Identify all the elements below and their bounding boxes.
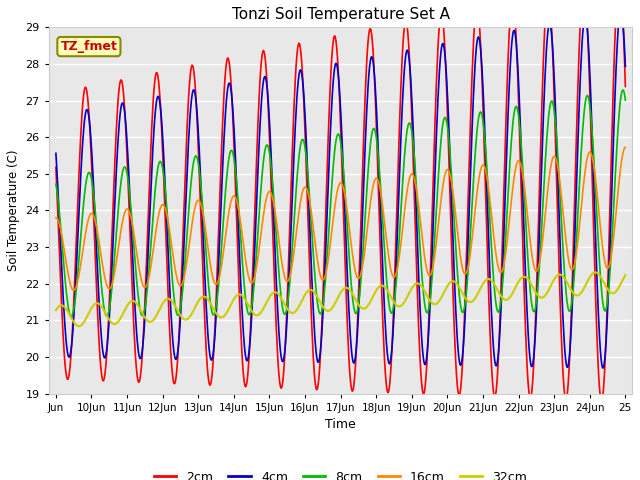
8cm xyxy=(67,313,75,319)
4cm xyxy=(383,343,390,348)
32cm xyxy=(415,281,423,287)
X-axis label: Time: Time xyxy=(325,418,356,431)
16cm xyxy=(52,215,60,221)
8cm xyxy=(621,97,629,103)
8cm xyxy=(484,193,492,199)
4cm xyxy=(617,8,625,14)
Line: 8cm: 8cm xyxy=(56,90,625,316)
Line: 32cm: 32cm xyxy=(56,272,625,326)
4cm xyxy=(621,63,629,69)
Line: 2cm: 2cm xyxy=(56,0,625,401)
4cm xyxy=(87,135,95,141)
2cm xyxy=(484,264,492,270)
2cm xyxy=(383,384,390,390)
2cm xyxy=(397,68,405,73)
8cm xyxy=(399,185,406,191)
16cm xyxy=(88,211,95,216)
8cm xyxy=(88,176,95,182)
32cm xyxy=(621,272,629,278)
4cm xyxy=(52,150,60,156)
2cm xyxy=(52,164,60,170)
32cm xyxy=(88,305,95,311)
2cm xyxy=(598,398,605,404)
16cm xyxy=(621,144,629,150)
8cm xyxy=(620,87,627,93)
32cm xyxy=(383,288,391,293)
2cm xyxy=(543,0,550,6)
32cm xyxy=(543,290,551,296)
32cm xyxy=(75,324,83,329)
Line: 16cm: 16cm xyxy=(56,147,625,290)
16cm xyxy=(70,288,77,293)
4cm xyxy=(543,50,550,56)
8cm xyxy=(383,286,391,291)
8cm xyxy=(52,181,60,187)
8cm xyxy=(415,234,423,240)
2cm xyxy=(87,145,95,151)
4cm xyxy=(397,119,405,125)
Text: TZ_fmet: TZ_fmet xyxy=(60,40,117,53)
2cm xyxy=(621,84,629,89)
Title: Tonzi Soil Temperature Set A: Tonzi Soil Temperature Set A xyxy=(232,7,450,22)
32cm xyxy=(591,269,599,275)
16cm xyxy=(383,243,391,249)
8cm xyxy=(543,133,551,139)
16cm xyxy=(399,228,406,234)
16cm xyxy=(543,194,551,200)
4cm xyxy=(415,273,422,279)
32cm xyxy=(52,307,60,313)
2cm xyxy=(415,325,422,331)
4cm xyxy=(484,214,492,219)
16cm xyxy=(484,185,492,191)
32cm xyxy=(399,302,406,308)
4cm xyxy=(600,365,607,371)
Line: 4cm: 4cm xyxy=(56,11,625,368)
16cm xyxy=(415,210,423,216)
Y-axis label: Soil Temperature (C): Soil Temperature (C) xyxy=(7,150,20,271)
Legend: 2cm, 4cm, 8cm, 16cm, 32cm: 2cm, 4cm, 8cm, 16cm, 32cm xyxy=(149,466,532,480)
32cm xyxy=(484,276,492,282)
